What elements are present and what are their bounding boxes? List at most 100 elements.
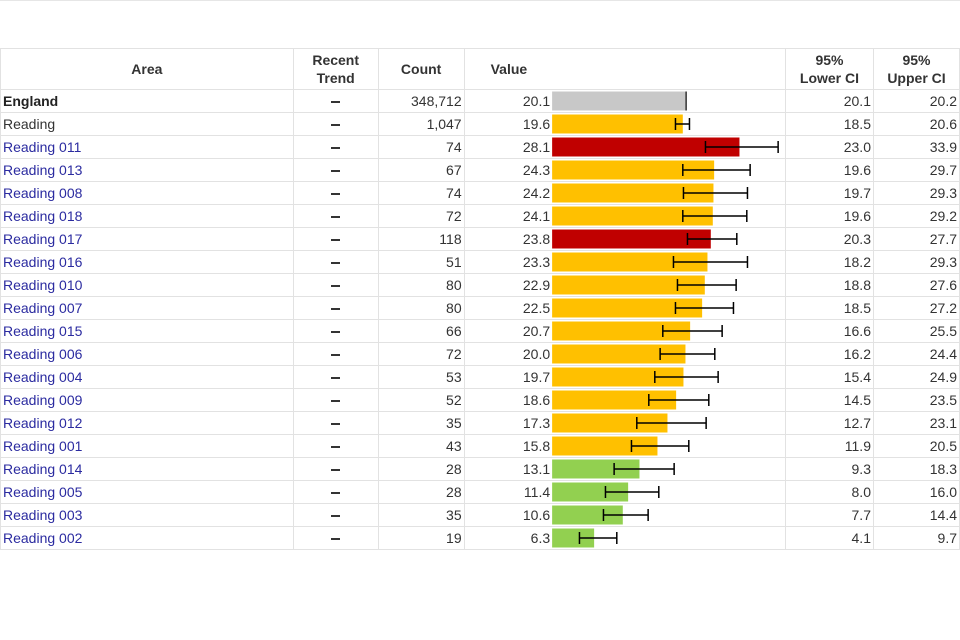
upper-ci-value-text: 24.9: [929, 369, 957, 385]
area-name-text[interactable]: Reading 011: [3, 139, 82, 155]
area-name-text[interactable]: Reading 004: [3, 369, 83, 385]
lower-ci-value: 14.5: [784, 388, 874, 412]
count-value: 35: [377, 503, 465, 527]
value-label: 28.1: [463, 135, 553, 159]
table-row: Reading 007 – 80 22.5 18.5 27.2: [0, 296, 960, 320]
upper-ci-value: 14.4: [872, 503, 960, 527]
bar-cell: [552, 503, 786, 527]
bar-cell: [552, 273, 786, 297]
lower-ci-value-text: 18.2: [843, 254, 871, 270]
area-name-text[interactable]: Reading 018: [3, 208, 83, 224]
count-value-text: 118: [439, 231, 462, 247]
value-label-text: 24.2: [522, 185, 551, 201]
area-name-text[interactable]: Reading 008: [3, 185, 83, 201]
table-row: Reading 005 – 28 11.4 8.0 16.0: [0, 480, 960, 504]
area-name[interactable]: Reading 006: [0, 342, 294, 366]
area-name[interactable]: Reading 015: [0, 319, 294, 343]
area-name[interactable]: Reading 007: [0, 296, 294, 320]
lower-ci-value-text: 20.1: [843, 93, 871, 109]
recent-trend: –: [292, 388, 379, 412]
value-label: 20.0: [463, 342, 553, 366]
trend-dash-icon: [331, 124, 341, 127]
area-name[interactable]: Reading 011: [0, 135, 294, 159]
trend-dash-icon: [331, 147, 341, 150]
lower-ci-value: 16.6: [784, 319, 874, 343]
bar-cell: [552, 158, 786, 182]
lower-ci-value-text: 16.2: [843, 346, 871, 362]
bar-cell: [552, 181, 786, 205]
area-name[interactable]: Reading 012: [0, 411, 294, 435]
table-row: Reading 012 – 35 17.3 12.7 23.1: [0, 411, 960, 435]
upper-ci-value: 18.3: [872, 457, 960, 481]
value-label: 23.8: [463, 227, 553, 251]
area-column-header[interactable]: Area: [0, 48, 294, 90]
area-name[interactable]: Reading 018: [0, 204, 294, 228]
recent-trend: –: [292, 135, 379, 159]
area-name-text[interactable]: Reading 012: [3, 415, 83, 431]
area-name-text[interactable]: Reading 002: [3, 530, 83, 546]
area-name[interactable]: Reading 014: [0, 457, 294, 481]
area-name-text[interactable]: Reading 005: [3, 484, 83, 500]
area-name-text[interactable]: Reading 001: [3, 438, 83, 454]
count-value: 52: [377, 388, 465, 412]
lower-ci-value: 18.8: [784, 273, 874, 297]
lower-ci-value-text: 7.7: [851, 507, 871, 523]
lower-ci-value: 15.4: [784, 365, 874, 389]
trend-dash-icon: [331, 446, 341, 449]
recent-trend: –: [292, 434, 379, 458]
area-name-text[interactable]: Reading 013: [3, 162, 83, 178]
bar-cell: [552, 319, 786, 343]
area-name[interactable]: Reading 002: [0, 526, 294, 550]
table-row: Reading – 1,047 19.6 18.5 20.6: [0, 112, 960, 136]
area-name[interactable]: Reading 008: [0, 181, 294, 205]
lower-ci-value: 16.2: [784, 342, 874, 366]
count-column-header[interactable]: Count: [377, 48, 465, 90]
count-value-text: 67: [446, 162, 462, 178]
lower-ci-value-text: 19.6: [843, 162, 871, 178]
count-value-text: 66: [446, 323, 462, 339]
count-value-text: 74: [446, 139, 462, 155]
upper-ci-value-text: 33.9: [929, 139, 957, 155]
area-name-text[interactable]: Reading 016: [3, 254, 83, 270]
value-label: 20.7: [463, 319, 553, 343]
lower-ci-value: 4.1: [784, 526, 874, 550]
area-name-text[interactable]: Reading 003: [3, 507, 83, 523]
area-name[interactable]: Reading 010: [0, 273, 294, 297]
table-row: Reading 002 – 19 6.3 4.1 9.7: [0, 526, 960, 550]
area-name[interactable]: Reading 016: [0, 250, 294, 274]
area-name-text[interactable]: Reading 006: [3, 346, 83, 362]
area-name-text[interactable]: Reading 015: [3, 323, 83, 339]
area-name[interactable]: Reading 001: [0, 434, 294, 458]
upper-ci-value-text: 29.7: [929, 162, 957, 178]
lower-ci-value-text: 23.0: [843, 139, 871, 155]
bar-cell: [552, 526, 786, 550]
upper-ci-value-text: 14.4: [929, 507, 957, 523]
value-label: 24.1: [463, 204, 553, 228]
area-name[interactable]: Reading 003: [0, 503, 294, 527]
area-name-text[interactable]: Reading 007: [3, 300, 83, 316]
value-label: 23.3: [463, 250, 553, 274]
area-name[interactable]: Reading 013: [0, 158, 294, 182]
area-name[interactable]: Reading 009: [0, 388, 294, 412]
trend-dash-icon: [331, 469, 341, 472]
table-row: Reading 010 – 80 22.9 18.8 27.6: [0, 273, 960, 297]
area-name-text[interactable]: Reading 017: [3, 231, 83, 247]
count-value: 19: [377, 526, 465, 550]
count-value: 28: [377, 480, 465, 504]
value-label: 19.7: [463, 365, 553, 389]
area-name-text[interactable]: Reading 009: [3, 392, 83, 408]
area-name[interactable]: Reading 004: [0, 365, 294, 389]
table-row: Reading 003 – 35 10.6 7.7 14.4: [0, 503, 960, 527]
upper-ci-value: 27.7: [872, 227, 960, 251]
area-name[interactable]: Reading 005: [0, 480, 294, 504]
table-row: Reading 014 – 28 13.1 9.3 18.3: [0, 457, 960, 481]
count-value: 51: [377, 250, 465, 274]
area-name[interactable]: Reading 017: [0, 227, 294, 251]
area-name-text[interactable]: Reading 010: [3, 277, 83, 293]
value-column-header[interactable]: Value: [463, 48, 553, 90]
table-row: Reading 011 – 74 28.1 23.0 33.9: [0, 135, 960, 159]
upper-ci-value-text: 29.3: [929, 185, 957, 201]
area-name-text[interactable]: Reading 014: [3, 461, 83, 477]
area-name: England: [0, 89, 294, 113]
upper-ci-value-text: 25.5: [929, 323, 957, 339]
